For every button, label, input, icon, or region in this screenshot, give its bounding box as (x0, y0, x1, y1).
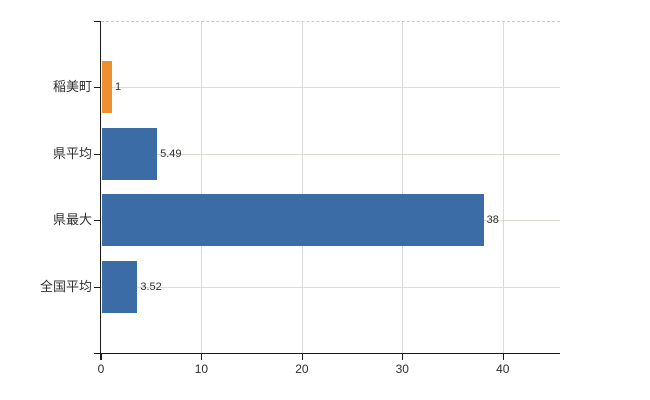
y-axis-tick (94, 87, 101, 89)
plot-top-border (101, 21, 560, 22)
gridline-vertical (502, 21, 504, 353)
gridline-vertical (201, 21, 203, 353)
gridline-vertical (301, 21, 303, 353)
category-label: 県最大 (52, 212, 92, 228)
bar (102, 61, 113, 114)
bar (102, 194, 484, 247)
x-tick-label: 20 (295, 362, 309, 376)
y-axis-top-tick (94, 21, 101, 22)
x-axis-tick (301, 353, 303, 360)
gridline-vertical (402, 21, 404, 353)
x-axis-tick (402, 353, 404, 360)
category-label: 全国平均 (39, 278, 92, 294)
bar (102, 260, 138, 313)
x-tick-label: 30 (395, 362, 409, 376)
y-axis-tick (94, 220, 101, 222)
x-axis-tick (502, 353, 504, 360)
gridline-horizontal (101, 286, 560, 288)
x-axis-line (94, 353, 560, 354)
x-axis-tick (201, 353, 203, 360)
bar (102, 127, 158, 180)
category-label: 稲美町 (52, 79, 92, 95)
bar-value-label: 38 (486, 214, 499, 227)
bar-value-label: 3.52 (140, 280, 162, 293)
plot-area (101, 21, 560, 353)
x-tick-label: 0 (97, 362, 105, 376)
y-axis-line (100, 21, 101, 360)
x-tick-label: 10 (194, 362, 209, 376)
gridline-horizontal (101, 153, 560, 155)
x-tick-label: 40 (496, 362, 510, 376)
bar-value-label: 1 (115, 81, 122, 94)
y-axis-tick (94, 286, 101, 288)
gridline-horizontal (101, 87, 560, 89)
category-label: 県平均 (52, 145, 92, 161)
y-axis-tick (94, 153, 101, 155)
x-axis-tick (101, 353, 102, 360)
bar-value-label: 5.49 (160, 147, 182, 160)
